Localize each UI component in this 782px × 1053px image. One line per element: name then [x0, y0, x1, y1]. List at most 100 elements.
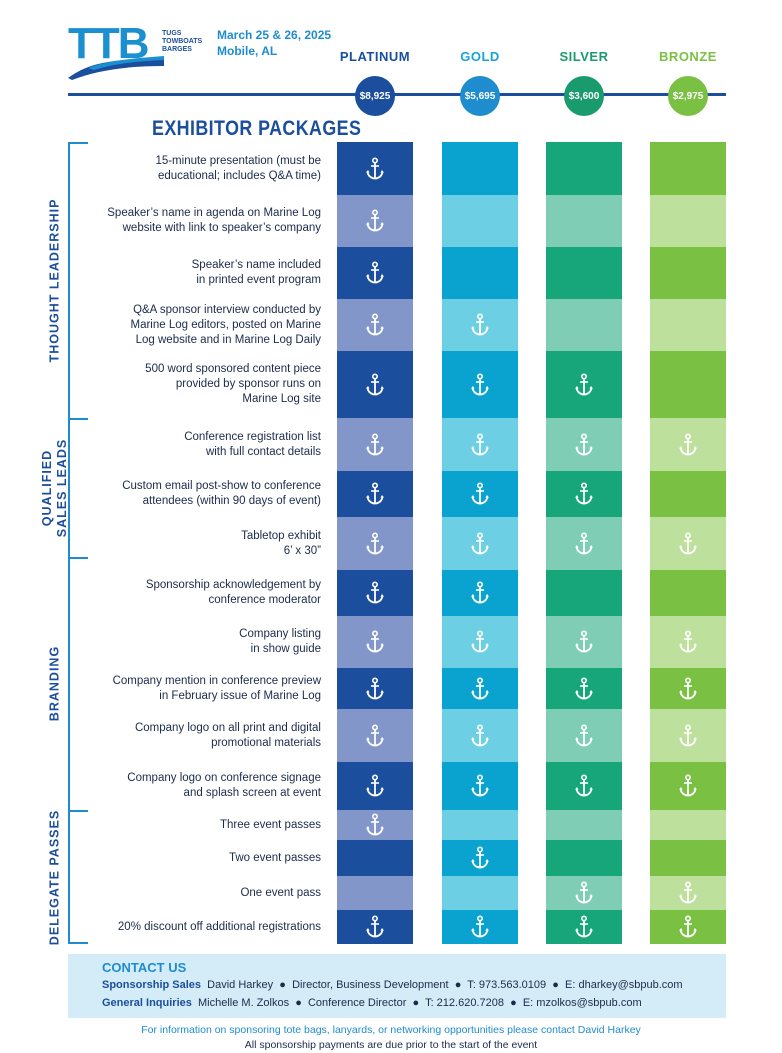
- anchor-icon: [471, 723, 489, 746]
- package-cell: [546, 142, 622, 195]
- tier-price-bronze: $2,975: [668, 76, 708, 116]
- feature-label: Sponsorship acknowledgement by conference…: [145, 579, 321, 606]
- group-label: THOUGHT LEADERSHIP: [47, 198, 62, 362]
- contact-email[interactable]: E: dharkey@sbpub.com: [565, 979, 683, 991]
- package-cell: [337, 709, 413, 762]
- logo-sub-3: BARGES: [162, 46, 192, 53]
- footer-payment-note: All sponsorship payments are due prior t…: [244, 1039, 538, 1051]
- anchor-icon: [366, 209, 384, 232]
- package-cell: [650, 616, 726, 668]
- package-cell: [442, 810, 518, 840]
- contact-name: David Harkey: [207, 979, 274, 991]
- package-cell: [337, 668, 413, 709]
- anchor-icon: [471, 915, 489, 938]
- package-cell: [337, 471, 413, 517]
- section-title: EXHIBITOR PACKAGES: [152, 117, 362, 140]
- package-cell: [442, 471, 518, 517]
- package-cell: [650, 810, 726, 840]
- package-cell: [337, 876, 413, 910]
- anchor-icon: [471, 630, 489, 653]
- bracket-tick: [70, 142, 88, 144]
- logo-subtitle: TUGS TOWBOATS BARGES: [162, 30, 202, 54]
- package-cell: [546, 351, 622, 418]
- package-cell: [650, 762, 726, 810]
- package-cell: [546, 709, 622, 762]
- package-cell: [650, 668, 726, 709]
- anchor-icon: [471, 372, 489, 395]
- logo-sub-1: TUGS: [162, 30, 182, 37]
- anchor-icon: [471, 482, 489, 505]
- package-cell: [546, 299, 622, 351]
- anchor-icon: [679, 531, 697, 554]
- anchor-icon: [679, 915, 697, 938]
- anchor-icon: [366, 372, 384, 395]
- package-cell: [650, 299, 726, 351]
- contact-phone[interactable]: T: 973.563.0109: [467, 979, 547, 991]
- bracket-tick: [70, 810, 88, 812]
- anchor-icon: [366, 261, 384, 284]
- anchor-icon: [366, 482, 384, 505]
- package-cell: [650, 876, 726, 910]
- feature-label: 500 word sponsored content piece provided…: [145, 363, 321, 405]
- package-cell: [442, 351, 518, 418]
- contact-role: Conference Director: [307, 997, 407, 1009]
- anchor-icon: [366, 432, 384, 455]
- feature-label: Tabletop exhibit 6’ x 30”: [241, 529, 321, 557]
- anchor-icon: [575, 531, 593, 554]
- logo-text: TTB: [68, 19, 150, 68]
- anchor-icon: [366, 313, 384, 336]
- anchor-icon: [575, 630, 593, 653]
- anchor-icon: [575, 915, 593, 938]
- feature-label: Conference registration list with full co…: [184, 430, 321, 458]
- contact-row-general: General Inquiries Michelle M. Zolkos ● C…: [102, 997, 642, 1009]
- feature-label: Speaker’s name included in printed event …: [191, 259, 321, 286]
- package-cell: [442, 195, 518, 247]
- anchor-icon: [366, 813, 384, 836]
- tier-name-gold: GOLD: [460, 49, 500, 64]
- package-cell: [650, 142, 726, 195]
- event-dates: March 25 & 26, 2025: [217, 28, 332, 42]
- package-cell: [442, 910, 518, 944]
- package-cell: [546, 247, 622, 299]
- anchor-icon: [471, 846, 489, 869]
- anchor-icon: [575, 432, 593, 455]
- package-cell: [650, 840, 726, 876]
- package-cell: [337, 840, 413, 876]
- package-cell: [442, 570, 518, 616]
- feature-label: Three event passes: [219, 818, 321, 831]
- package-cell: [442, 762, 518, 810]
- package-cell: [442, 247, 518, 299]
- package-cell: [442, 840, 518, 876]
- logo-sub-2: TOWBOATS: [162, 38, 203, 45]
- package-cell: [650, 517, 726, 570]
- package-cell: [337, 142, 413, 195]
- contact-phone[interactable]: T: 212.620.7208: [425, 997, 504, 1009]
- anchor-icon: [366, 915, 384, 938]
- feature-label: Company logo on conference signage and sp…: [127, 772, 321, 799]
- package-cell: [546, 616, 622, 668]
- tier-price-platinum: $8,925: [355, 76, 395, 116]
- anchor-icon: [366, 531, 384, 554]
- contact-name: Michelle M. Zolkos: [198, 997, 290, 1009]
- tier-name-silver: SILVER: [559, 49, 609, 64]
- package-cell: [546, 195, 622, 247]
- tier-price-gold: $5,695: [460, 76, 500, 116]
- anchor-icon: [575, 372, 593, 395]
- anchor-icon: [471, 774, 489, 797]
- package-cell: [442, 517, 518, 570]
- package-cell: [442, 299, 518, 351]
- anchor-icon: [679, 774, 697, 797]
- package-cell: [442, 616, 518, 668]
- package-cell: [337, 351, 413, 418]
- package-cell: [650, 195, 726, 247]
- ttb-logo: TTB TUGS TOWBOATS BARGES: [68, 22, 218, 82]
- anchor-icon: [471, 581, 489, 604]
- package-cell: [650, 709, 726, 762]
- package-cell: [337, 570, 413, 616]
- package-cell: [546, 840, 622, 876]
- anchor-icon: [471, 432, 489, 455]
- anchor-icon: [366, 156, 384, 179]
- contact-email[interactable]: E: mzolkos@sbpub.com: [522, 997, 642, 1009]
- feature-label: Two event passes: [228, 851, 321, 864]
